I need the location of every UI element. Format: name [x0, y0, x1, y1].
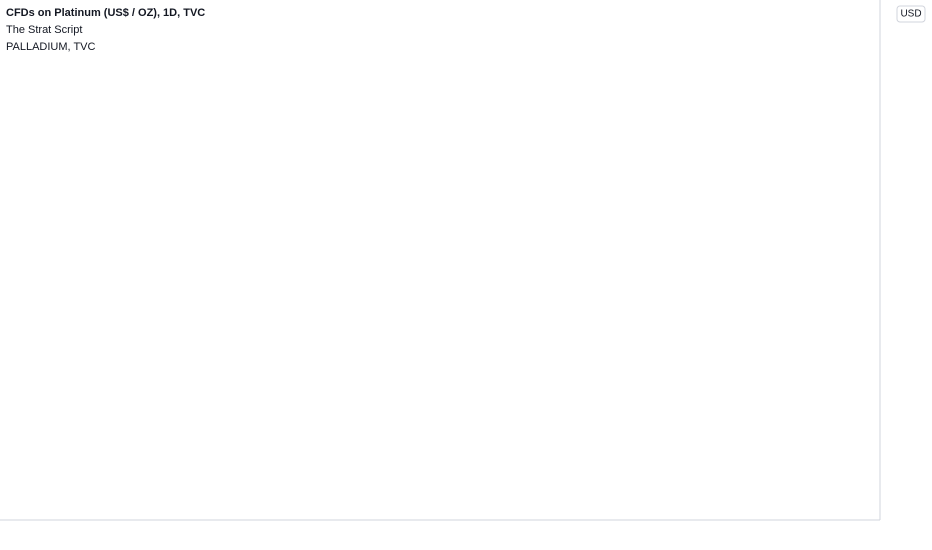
- subtitle: The Strat Script: [6, 24, 82, 36]
- currency-box[interactable]: [896, 5, 926, 23]
- currency[interactable]: USD: [900, 9, 921, 20]
- chart-title: CFDs on Platinum (US$ / OZ), 1D, TVC: [6, 7, 205, 19]
- overlay-label: PALLADIUM, TVC: [6, 41, 96, 53]
